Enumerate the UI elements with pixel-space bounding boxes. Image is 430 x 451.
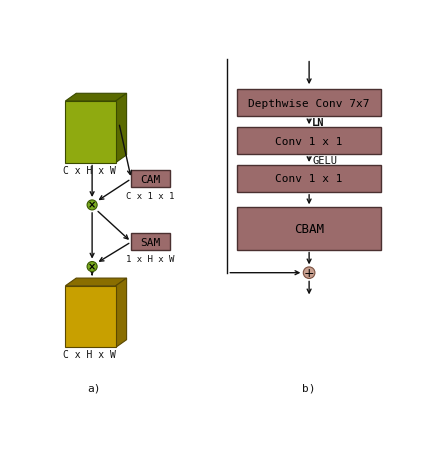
FancyBboxPatch shape [237,166,381,193]
Text: C x 1 x 1: C x 1 x 1 [126,192,175,201]
FancyBboxPatch shape [237,128,381,155]
Text: CAM: CAM [141,175,161,184]
Circle shape [87,201,97,211]
Polygon shape [116,94,126,163]
Polygon shape [65,102,116,163]
FancyBboxPatch shape [131,234,170,251]
Text: Conv 1 x 1: Conv 1 x 1 [275,174,343,184]
Text: Depthwise Conv 7x7: Depthwise Conv 7x7 [249,99,370,109]
Polygon shape [65,286,116,348]
Polygon shape [116,278,126,348]
Text: +: + [304,266,314,279]
Text: CBAM: CBAM [294,222,324,235]
Text: C x H x W: C x H x W [63,165,116,175]
Text: Conv 1 x 1: Conv 1 x 1 [275,136,343,146]
Polygon shape [65,94,126,102]
Text: ×: × [88,200,96,210]
FancyBboxPatch shape [237,90,381,117]
FancyBboxPatch shape [131,171,170,188]
Text: C x H x W: C x H x W [63,350,116,359]
Text: LN: LN [312,118,325,128]
Circle shape [303,267,315,279]
FancyBboxPatch shape [237,208,381,250]
Circle shape [87,262,97,272]
Text: GELU: GELU [312,155,337,165]
Text: ×: × [88,262,96,272]
Text: 1 x H x W: 1 x H x W [126,255,175,264]
Text: SAM: SAM [141,237,161,247]
Polygon shape [65,278,126,286]
Text: b): b) [302,382,316,392]
Text: a): a) [88,382,101,392]
